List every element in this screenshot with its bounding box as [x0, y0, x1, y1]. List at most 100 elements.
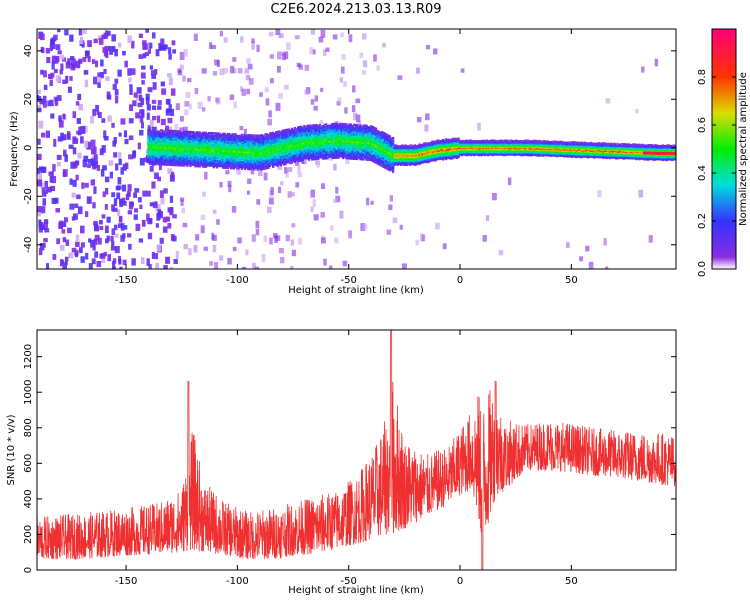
heatmap-cell: [342, 135, 345, 138]
heatmap-cell: [178, 130, 181, 133]
heatmap-cell: [377, 143, 381, 146]
heatmap-cell: [181, 134, 184, 137]
heatmap-cell: [334, 237, 339, 244]
heatmap-cell: [223, 37, 228, 43]
heatmap-cell: [425, 44, 431, 50]
heatmap-cell: [284, 136, 287, 139]
heatmap-cell: [309, 147, 312, 150]
heatmap-cell: [164, 157, 167, 161]
heatmap-cell: [286, 138, 289, 141]
heatmap-cell: [220, 150, 223, 154]
heatmap-cell: [108, 160, 114, 166]
heatmap-cell: [148, 263, 152, 269]
heatmap-cell: [166, 133, 169, 137]
heatmap-cell: [363, 130, 367, 133]
heatmap-cell: [359, 153, 362, 157]
heatmap-cell: [385, 139, 388, 142]
heatmap-cell: [373, 128, 376, 131]
heatmap-cell: [265, 151, 268, 154]
heatmap-cell: [176, 135, 180, 139]
heatmap-cell: [256, 143, 259, 146]
heatmap-cell: [284, 153, 287, 156]
heatmap-cell: [365, 135, 368, 139]
heatmap-cell: [158, 137, 161, 140]
heatmap-cell: [257, 138, 261, 142]
heatmap-cell: [359, 128, 362, 131]
heatmap-cell: [194, 145, 197, 148]
heatmap-cell: [334, 142, 337, 145]
heatmap-cell: [406, 145, 409, 148]
heatmap-cell: [200, 152, 203, 155]
heatmap-cell: [217, 136, 220, 139]
heatmap-cell: [328, 138, 331, 141]
heatmap-cell: [348, 146, 351, 149]
heatmap-cell: [332, 125, 335, 128]
heatmap-cell: [377, 156, 381, 159]
heatmap-cell: [175, 132, 178, 136]
heatmap-cell: [388, 145, 392, 148]
heatmap-cell: [171, 40, 176, 46]
heatmap-cell: [376, 153, 379, 157]
heatmap-cell: [162, 156, 166, 159]
heatmap-cell: [118, 215, 123, 223]
heatmap-cell: [292, 142, 295, 146]
heatmap-cell: [304, 138, 307, 142]
heatmap-cell: [317, 153, 320, 156]
heatmap-cell: [267, 145, 270, 148]
heatmap-cell: [332, 152, 335, 155]
heatmap-cell: [184, 156, 187, 159]
heatmap-cell: [197, 152, 200, 155]
heatmap-cell: [262, 142, 265, 145]
heatmap-cell: [351, 146, 354, 149]
heatmap-cell: [220, 145, 223, 148]
heatmap-cell: [156, 148, 159, 152]
heatmap-cell: [170, 131, 173, 134]
heatmap-cell: [384, 135, 387, 138]
heatmap-cell: [178, 147, 181, 150]
heatmap-cell: [352, 85, 356, 93]
heatmap-cell: [155, 141, 158, 144]
heatmap-cell: [328, 124, 331, 127]
heatmap-cell: [314, 136, 317, 140]
heatmap-cell: [286, 149, 289, 153]
heatmap-cell: [123, 225, 128, 230]
heatmap-cell: [73, 161, 78, 169]
heatmap-cell: [212, 234, 217, 241]
heatmap-cell: [180, 144, 183, 147]
heatmap-cell: [279, 134, 282, 137]
heatmap-cell: [137, 102, 143, 108]
heatmap-cell: [335, 152, 339, 155]
heatmap-cell: [152, 82, 157, 90]
heatmap-cell: [351, 129, 354, 132]
heatmap-cell: [167, 135, 170, 138]
heatmap-cell: [170, 148, 173, 151]
heatmap-cell: [321, 147, 325, 150]
heatmap-cell: [373, 139, 376, 142]
heatmap-cell: [264, 141, 267, 145]
heatmap-cell: [189, 150, 192, 153]
heatmap-cell: [392, 158, 395, 161]
heatmap-cell: [399, 224, 403, 230]
heatmap-cell: [259, 151, 262, 154]
heatmap-cell: [342, 145, 345, 148]
heatmap-cell: [257, 158, 261, 161]
heatmap-cell: [282, 143, 286, 146]
heatmap-cell: [105, 187, 109, 195]
heatmap-cell: [307, 135, 311, 139]
heatmap-cell: [248, 138, 251, 141]
heatmap-cell: [215, 162, 219, 165]
heatmap-cell: [128, 243, 132, 250]
heatmap-cell: [265, 147, 268, 150]
heatmap-cell: [270, 143, 273, 146]
heatmap-cell: [223, 135, 226, 138]
heatmap-cell: [231, 155, 234, 159]
heatmap-cell: [261, 138, 264, 141]
heatmap-cell: [225, 158, 228, 161]
heatmap-cell: [153, 151, 156, 154]
heatmap-cell: [276, 134, 279, 138]
heatmap-cell: [368, 144, 371, 147]
heatmap-cell: [641, 66, 645, 73]
heatmap-cell: [313, 105, 318, 111]
heatmap-cell: [332, 153, 335, 157]
heatmap-cell: [328, 152, 331, 156]
